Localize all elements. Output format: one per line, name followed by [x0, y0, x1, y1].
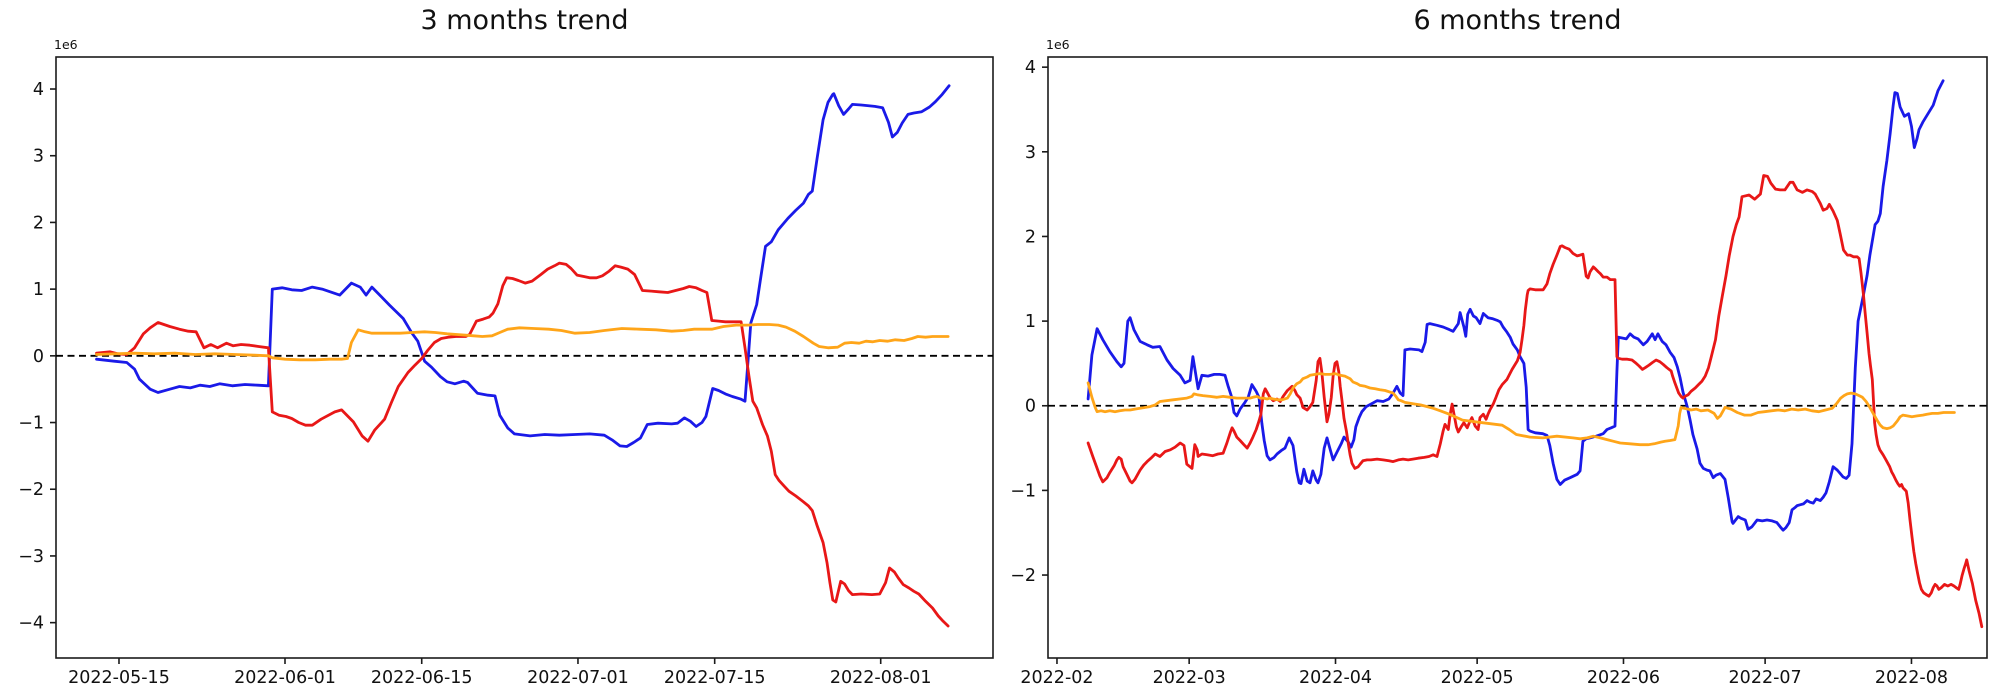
x-tick-label: 2022-07-15 [664, 668, 766, 688]
series-line-blue [95, 84, 951, 448]
x-tick-label: 2022-04 [1299, 668, 1372, 688]
y-axis-offset-label: 1e6 [1046, 37, 1070, 52]
series-line-orange [1086, 372, 1956, 447]
y-tick-label: −3 [18, 547, 44, 567]
x-tick-label: 2022-05 [1441, 668, 1514, 688]
series-line-blue [1086, 79, 1945, 532]
x-tick-label: 2022-02 [1020, 668, 1093, 688]
y-tick-label: 0 [1025, 397, 1036, 417]
y-tick-label: −2 [1010, 566, 1036, 586]
y-tick-label: 4 [1025, 58, 1036, 78]
x-tick-label: 2022-07-01 [527, 668, 629, 688]
x-tick-label: 2022-08-01 [830, 668, 932, 688]
y-tick-label: 2 [33, 213, 44, 233]
y-tick-label: 1 [1025, 312, 1036, 332]
y-tick-label: 4 [33, 80, 44, 100]
series-line-orange [95, 323, 950, 362]
x-tick-label: 2022-06 [1587, 668, 1660, 688]
y-tick-label: −1 [1010, 481, 1036, 501]
x-tick-label: 2022-06-15 [371, 668, 473, 688]
left-chart-title: 3 months trend [420, 5, 629, 36]
x-tick-label: 2022-05-15 [68, 668, 170, 688]
right-chart-title: 6 months trend [1413, 5, 1622, 36]
y-tick-label: 3 [33, 147, 44, 167]
x-tick-label: 2022-03 [1153, 668, 1226, 688]
y-tick-label: 3 [1025, 143, 1036, 163]
y-tick-label: −4 [18, 614, 44, 634]
y-tick-label: −1 [18, 414, 44, 434]
series-line-red [1086, 174, 1984, 629]
x-tick-label: 2022-06-01 [234, 668, 336, 688]
y-tick-label: 0 [33, 347, 44, 367]
series-line-red [95, 261, 950, 628]
x-tick-label: 2022-08 [1875, 668, 1948, 688]
y-tick-label: 1 [33, 280, 44, 300]
x-tick-label: 2022-07 [1729, 668, 1802, 688]
plot-border [1047, 56, 1988, 659]
plot-border [55, 56, 994, 659]
y-tick-label: 2 [1025, 227, 1036, 247]
y-axis-offset-label: 1e6 [54, 37, 78, 52]
y-tick-label: −2 [18, 480, 44, 500]
